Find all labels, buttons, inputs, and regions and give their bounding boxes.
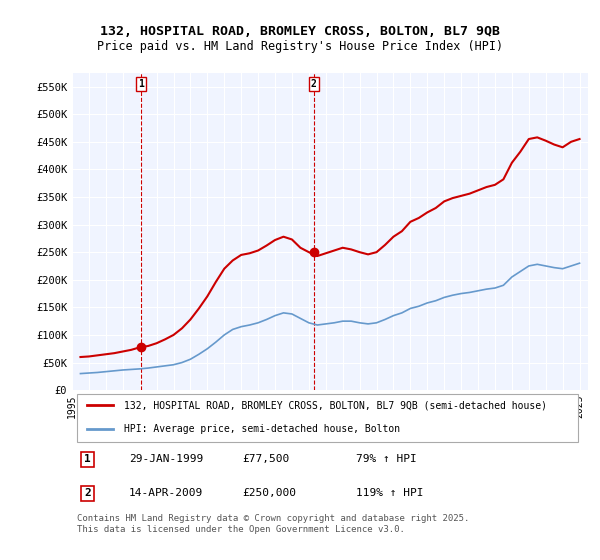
FancyBboxPatch shape xyxy=(77,394,578,442)
Text: 14-APR-2009: 14-APR-2009 xyxy=(129,488,203,498)
Text: 119% ↑ HPI: 119% ↑ HPI xyxy=(356,488,424,498)
Text: 79% ↑ HPI: 79% ↑ HPI xyxy=(356,455,416,464)
Text: 132, HOSPITAL ROAD, BROMLEY CROSS, BOLTON, BL7 9QB: 132, HOSPITAL ROAD, BROMLEY CROSS, BOLTO… xyxy=(100,25,500,38)
Text: £250,000: £250,000 xyxy=(242,488,296,498)
Text: HPI: Average price, semi-detached house, Bolton: HPI: Average price, semi-detached house,… xyxy=(124,424,400,435)
Text: 2: 2 xyxy=(84,488,91,498)
Text: 2: 2 xyxy=(311,79,317,89)
Text: Price paid vs. HM Land Registry's House Price Index (HPI): Price paid vs. HM Land Registry's House … xyxy=(97,40,503,53)
Text: Contains HM Land Registry data © Crown copyright and database right 2025.
This d: Contains HM Land Registry data © Crown c… xyxy=(77,514,470,534)
Text: 132, HOSPITAL ROAD, BROMLEY CROSS, BOLTON, BL7 9QB (semi-detached house): 132, HOSPITAL ROAD, BROMLEY CROSS, BOLTO… xyxy=(124,400,547,410)
Text: 1: 1 xyxy=(84,455,91,464)
Text: 29-JAN-1999: 29-JAN-1999 xyxy=(129,455,203,464)
Text: 1: 1 xyxy=(138,79,144,89)
Text: £77,500: £77,500 xyxy=(242,455,290,464)
